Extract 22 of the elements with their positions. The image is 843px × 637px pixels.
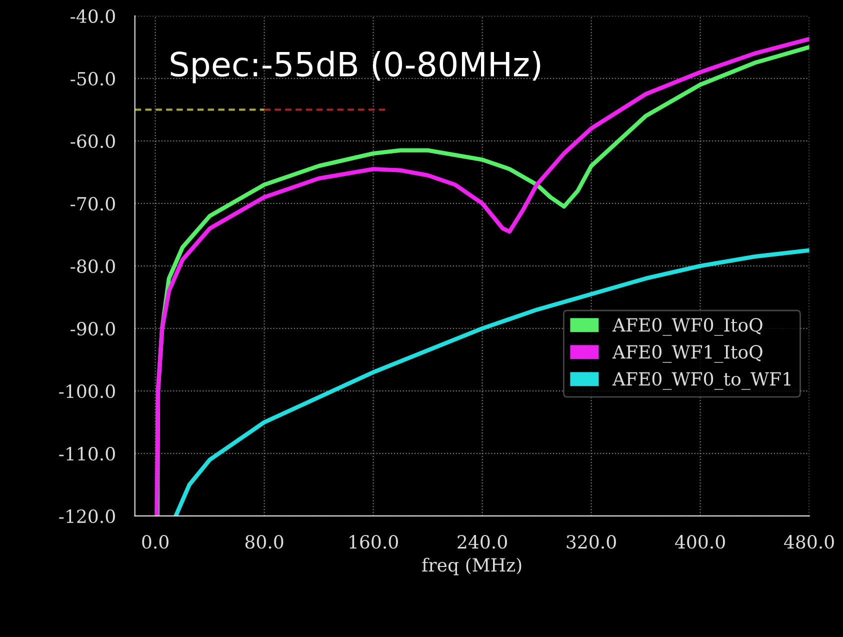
y-tick-label: -70.0 [70,196,115,211]
annotation: Spec:-55dB (0-80MHz) [170,50,540,84]
y-tick-label: -110.0 [59,446,115,461]
x-tick-label: 160.0 [350,535,398,549]
y-tick-label: -60.0 [70,134,115,148]
y-tick-label: -40.0 [70,9,115,24]
y-tick-label: -80.0 [70,259,115,274]
line-series [174,248,810,516]
x-axis-title: freq (MHz) [422,558,522,576]
legend-label: AFE0_WF1_ItoQ [612,345,762,363]
y-tick-label: -120.0 [59,509,115,524]
x-tick-label: 400.0 [674,535,725,549]
x-tick-label: 480.0 [784,535,834,549]
y-tick-label: -100.0 [59,384,115,398]
legend-label: AFE0_WF0_to_WF1 [612,372,790,390]
x-tick-label: 240.0 [458,535,507,549]
x-tick-label: 0.0 [142,535,168,549]
y-tick-label: -90.0 [70,322,115,336]
x-tick-label: 320.0 [566,535,616,549]
x-tick-label: 80.0 [245,535,284,549]
legend-label: AFE0_WF0_ItoQ [612,318,762,336]
y-tick-label: -50.0 [70,72,115,86]
